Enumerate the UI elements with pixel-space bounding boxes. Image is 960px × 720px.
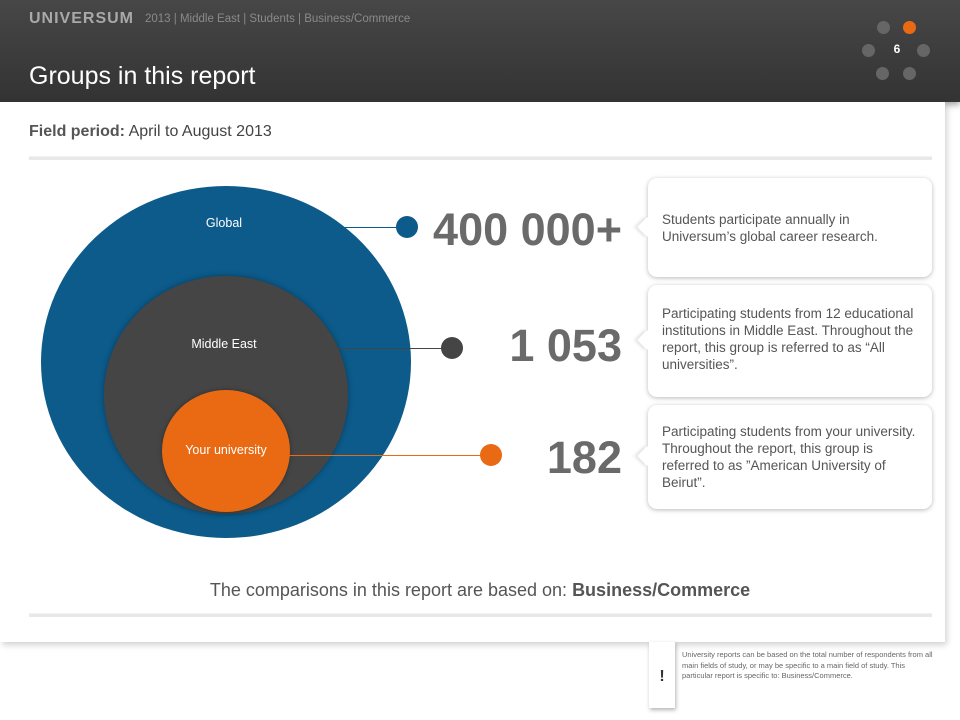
nav-dot-1 [877,21,890,34]
bottom-divider [29,613,932,617]
nav-dot-2-active [903,21,916,34]
middle-east-connector-line [330,348,445,349]
global-circle-label: Global [205,216,243,230]
middle-east-marker [441,337,463,359]
university-connector-line [270,455,482,456]
report-header: UNIVERSUM 2013 | Middle East | Students … [0,0,960,102]
middle-east-description-text: Participating students from 12 education… [662,306,914,372]
global-marker [396,216,418,238]
university-description: Participating students from your univers… [648,405,932,509]
middle-east-count: 1 053 [509,320,622,371]
nav-dot-3 [862,44,875,57]
university-marker [480,444,502,466]
your-university-circle [162,390,290,512]
exclamation-icon: ! [659,668,665,685]
field-period: Field period: April to August 2013 [29,123,272,141]
nav-dot-5 [876,67,889,80]
brand-logo: UNIVERSUM [29,10,135,27]
field-period-value: April to August 2013 [128,123,272,140]
middle-east-description: Participating students from 12 education… [648,285,932,397]
footnote-text: University reports can be based on the t… [682,650,933,680]
report-breadcrumb: 2013 | Middle East | Students | Business… [145,13,411,25]
page-number: 6 [893,42,901,56]
global-description: Students participate annually in Univers… [648,178,932,277]
global-connector-line [290,227,400,228]
university-description-text: Participating students from your univers… [662,424,916,490]
global-description-text: Students participate annually in Univers… [662,212,878,244]
nav-dot-6 [903,67,916,80]
comparison-statement: The comparisons in this report are based… [0,580,960,601]
note-tab: ! [649,642,675,708]
top-divider [29,156,932,160]
comparison-prefix: The comparisons in this report are based… [209,580,568,600]
your-university-circle-label: Your university [185,443,267,457]
nav-dot-4 [917,44,930,57]
field-period-label: Field period: [29,123,125,140]
comparison-value: Business/Commerce [572,580,751,600]
middle-east-circle-label: Middle East [191,337,257,351]
university-count: 182 [546,432,622,483]
page-title: Groups in this report [29,62,256,90]
global-count: 400 000+ [433,204,622,255]
